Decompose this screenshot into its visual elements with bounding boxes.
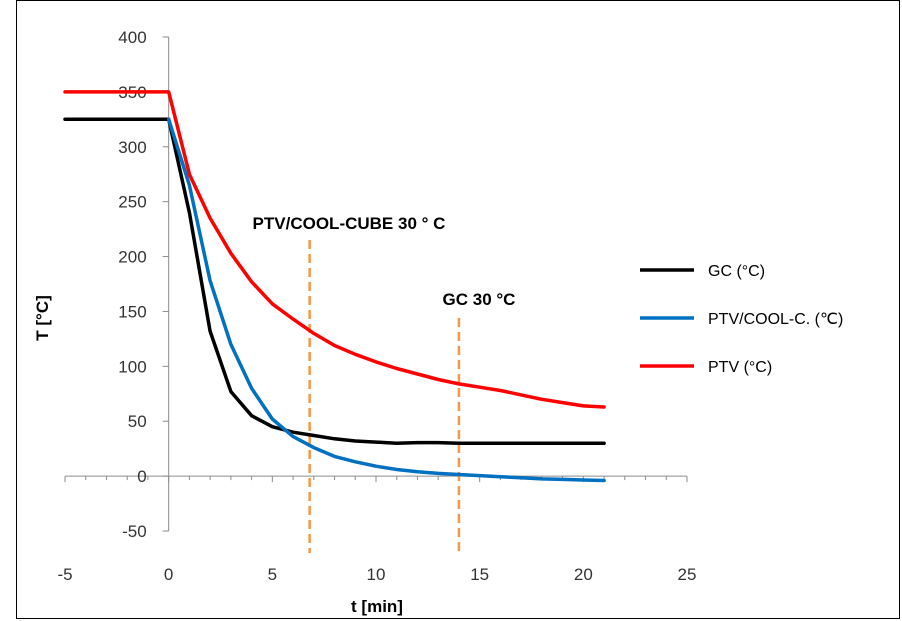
series-line-1 <box>63 117 606 445</box>
x-tick-label: 5 <box>268 565 277 584</box>
legend-label: GC (°C) <box>708 263 765 280</box>
annotations: PTV/COOL-CUBE 30 ° C GC 30 °C <box>253 214 516 553</box>
x-tick-label: -5 <box>57 565 72 584</box>
y-tick-label: 300 <box>118 138 146 157</box>
y-tick-label: 50 <box>128 412 147 431</box>
y-tick-label: 0 <box>137 467 146 486</box>
annotation-label: PTV/COOL-CUBE 30 ° C <box>253 214 446 233</box>
series-lines <box>63 90 606 483</box>
y-tick-label: 100 <box>118 357 146 376</box>
annotation-label: GC 30 °C <box>443 290 516 309</box>
legend-label: PTV/COOL-C. (℃) <box>708 311 843 328</box>
x-tick-label: 15 <box>470 565 489 584</box>
y-tick-label: 250 <box>118 193 146 212</box>
x-tick-label: 20 <box>574 565 593 584</box>
series-line-3 <box>63 90 606 409</box>
x-tick-label: 0 <box>164 565 173 584</box>
y-tick-label: 150 <box>118 302 146 321</box>
x-tick-label: 25 <box>678 565 697 584</box>
x-axis-title: t [min] <box>351 597 403 616</box>
y-tick-label: -50 <box>122 522 147 541</box>
y-axis-title: T [°C] <box>33 295 52 341</box>
x-tick-label: 10 <box>367 565 386 584</box>
y-tick-label: 400 <box>118 28 146 47</box>
series-line-2 <box>166 117 606 483</box>
y-tick-label: 200 <box>118 248 146 267</box>
legend: GC (°C) PTV/COOL-C. (℃) PTV (°C) <box>640 263 843 376</box>
legend-label: PTV (°C) <box>708 359 772 376</box>
